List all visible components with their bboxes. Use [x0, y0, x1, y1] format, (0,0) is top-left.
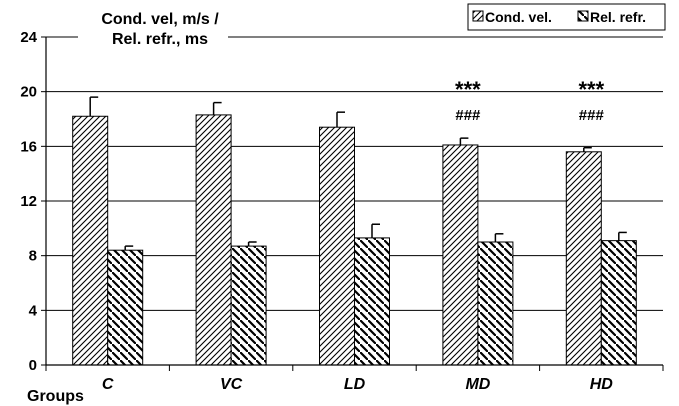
y-axis-title-line1: Cond. vel, m/s / [101, 11, 219, 28]
y-tick-label: 12 [20, 193, 37, 210]
bar [319, 126, 355, 366]
legend-box [467, 3, 666, 31]
y-tick-label: 24 [20, 29, 37, 46]
x-tick-label: HD [590, 376, 614, 393]
x-tick-label: MD [465, 376, 490, 393]
tick-labels: 0 4 8 12 16 20 24 C VC LD MD HD [20, 29, 613, 393]
legend-label-rel-refr: Rel. refr. [590, 9, 646, 25]
significance-hashes: ### [579, 107, 605, 124]
significance-stars: *** [455, 77, 481, 102]
y-tick-label: 8 [29, 248, 37, 265]
axes [41, 36, 664, 371]
bar [107, 249, 144, 366]
bar [354, 237, 390, 366]
x-tick-label: LD [344, 376, 366, 393]
bar [72, 115, 109, 366]
significance-hashes: ### [455, 107, 481, 124]
axis-title-background [78, 6, 228, 46]
bar [230, 245, 267, 366]
legend-swatch-cond-vel [472, 10, 484, 22]
y-tick-label: 16 [20, 138, 37, 155]
bar [477, 241, 514, 366]
y-tick-label: 0 [29, 357, 37, 374]
x-axis-title: Groups [27, 388, 84, 405]
significance-stars: *** [578, 77, 604, 102]
y-tick-label: 20 [20, 84, 37, 101]
bar [195, 114, 232, 366]
bar [600, 240, 637, 366]
x-tick-label: C [102, 376, 114, 393]
bar [565, 151, 602, 366]
bars [72, 96, 637, 366]
y-tick-label: 4 [29, 302, 38, 319]
legend-label-cond-vel: Cond. vel. [485, 9, 552, 25]
significance-annotations: *** ### *** ### [455, 77, 605, 124]
y-axis-title-line2: Rel. refr., ms [112, 31, 208, 48]
legend-swatch-rel-refr [577, 10, 589, 22]
legend: Cond. vel. Rel. refr. [467, 3, 666, 31]
x-tick-label: VC [220, 376, 243, 393]
bar [442, 144, 479, 366]
